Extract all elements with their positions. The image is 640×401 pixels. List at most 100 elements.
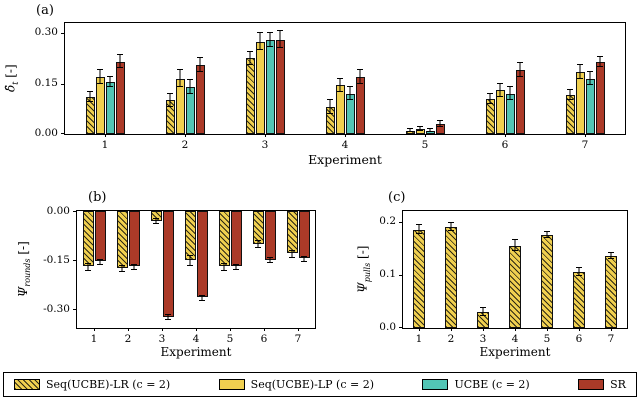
- y-tick-label: 0.00: [46, 205, 70, 217]
- error-bar: [269, 257, 271, 263]
- error-bar: [189, 80, 191, 94]
- y-tick-label: -0.15: [43, 253, 70, 266]
- bar-group-exp6: [247, 211, 281, 328]
- bar-seq-ucbe-lr-c-2-exp2: [445, 226, 457, 328]
- error-bar-cap: [153, 223, 159, 225]
- error-bar: [199, 58, 201, 72]
- error-bar-cap: [416, 232, 422, 234]
- error-bar-cap: [417, 129, 423, 131]
- bar-group-exp3: [467, 211, 499, 328]
- error-bar: [201, 294, 203, 300]
- x-tick-label: 1: [77, 328, 111, 345]
- error-bar-cap: [407, 127, 413, 129]
- y-tick-label: 0.00: [34, 127, 58, 139]
- bar-sr-exp5: [230, 211, 242, 267]
- error-bar-cap: [289, 250, 295, 251]
- bar-group-exp7: [281, 211, 315, 328]
- error-bar-cap: [187, 92, 193, 94]
- panel-a-xlabel: Experiment: [308, 152, 382, 167]
- panel-a-plot: 0.00 0.15 0.30 1 2 3 4 5 6 7: [35, 22, 626, 151]
- error-bar-cap: [544, 230, 550, 232]
- y-tick-mark: [73, 259, 77, 261]
- error-bar-cap: [437, 119, 443, 121]
- error-bar-cap: [480, 306, 486, 308]
- error-bar-cap: [233, 268, 239, 270]
- bar-group-exp4: [179, 211, 213, 328]
- error-bar-cap: [327, 112, 333, 114]
- bar-seq-ucbe-lr-c-2-exp7: [605, 256, 617, 328]
- y-tick-mark: [61, 133, 65, 134]
- error-bar-cap: [517, 62, 523, 64]
- error-bar-cap: [448, 230, 454, 232]
- error-bar: [509, 86, 511, 101]
- y-tick-mark: [399, 221, 403, 223]
- bar-seq-ucbe-lr-c-2-exp5: [218, 211, 230, 267]
- error-bar: [99, 258, 101, 264]
- y-tick-mark: [73, 211, 77, 212]
- panel-b-label: (b): [88, 190, 107, 205]
- y-tick-label: 0.0: [379, 321, 396, 333]
- bar-seq-ucbe-lr-c-2-exp6: [252, 211, 264, 244]
- y-tick-mark: [61, 83, 65, 85]
- panel-b-plot: 0.00 -0.15 -0.30 1 2 3 4 5 6 7: [43, 206, 316, 345]
- error-bar-cap: [448, 221, 454, 223]
- bar-sr-exp6: [515, 70, 525, 134]
- error-bar: [109, 76, 111, 87]
- error-bar-cap: [165, 314, 171, 316]
- error-bar-cap: [197, 70, 203, 72]
- y-tick-label: 0.1: [379, 267, 396, 280]
- x-tick-label: 4: [499, 328, 531, 345]
- x-tick-label: 6: [247, 328, 281, 345]
- error-bar-cap: [597, 55, 603, 57]
- error-bar-cap: [608, 258, 614, 260]
- error-bar: [439, 120, 441, 128]
- error-bar-cap: [487, 102, 493, 104]
- bar-group-exp5: [531, 211, 563, 328]
- error-bar-cap: [517, 75, 523, 77]
- panel-c-label: (c): [388, 190, 406, 205]
- error-bar: [99, 70, 101, 84]
- bar-group-exp4: [499, 211, 531, 328]
- error-bar-cap: [544, 237, 550, 239]
- panel-c-ylabel: Ψpulls [-]: [355, 245, 373, 294]
- error-bar-cap: [277, 30, 283, 32]
- bar-group-exp2: [111, 211, 145, 328]
- error-bar-cap: [97, 263, 103, 265]
- error-bar: [329, 100, 331, 114]
- error-bar: [482, 307, 484, 317]
- x-tick-label: 2: [435, 328, 467, 345]
- error-bar-cap: [576, 266, 582, 268]
- error-bar: [569, 90, 571, 101]
- bar-seq-ucbe-lr-c-2-exp6: [485, 98, 495, 134]
- legend-item-ucbe-c-2: UCBE (c = 2): [422, 378, 530, 391]
- legend-item-seq-ucbe-lp-c-2: Seq(UCBE)-LP (c = 2): [218, 378, 375, 391]
- bar-sr-exp2: [128, 211, 140, 267]
- error-bar-cap: [347, 99, 353, 101]
- bar-seq-ucbe-lr-c-2-exp7: [286, 211, 298, 254]
- error-bar-cap: [97, 82, 103, 84]
- bar-group-exp2: [145, 23, 225, 134]
- error-bar-cap: [407, 131, 413, 133]
- y-tick-mark: [73, 308, 77, 310]
- error-bar: [519, 63, 521, 77]
- error-bar-cap: [608, 252, 614, 254]
- error-bar-cap: [512, 239, 518, 241]
- error-bar-cap: [199, 299, 205, 301]
- error-bar-cap: [337, 90, 343, 92]
- bar-sr-exp4: [355, 76, 365, 134]
- bar-sr-exp7: [595, 61, 605, 134]
- y-tick-label: 0.15: [34, 76, 58, 89]
- bar-sr-exp4: [196, 211, 208, 298]
- bar-sr-exp6: [264, 211, 276, 260]
- error-bar: [303, 255, 305, 261]
- error-bar: [133, 263, 135, 269]
- bar-seq-ucbe-lp-c-2-exp7: [575, 71, 585, 134]
- error-bar-cap: [257, 32, 263, 34]
- y-tick-label: 0.30: [34, 26, 58, 39]
- error-bar: [546, 231, 548, 239]
- legend-label: Seq(UCBE)-LP (c = 2): [250, 378, 375, 391]
- y-tick-mark: [399, 274, 403, 276]
- error-bar-cap: [301, 255, 307, 257]
- x-tick-label: 5: [213, 328, 247, 345]
